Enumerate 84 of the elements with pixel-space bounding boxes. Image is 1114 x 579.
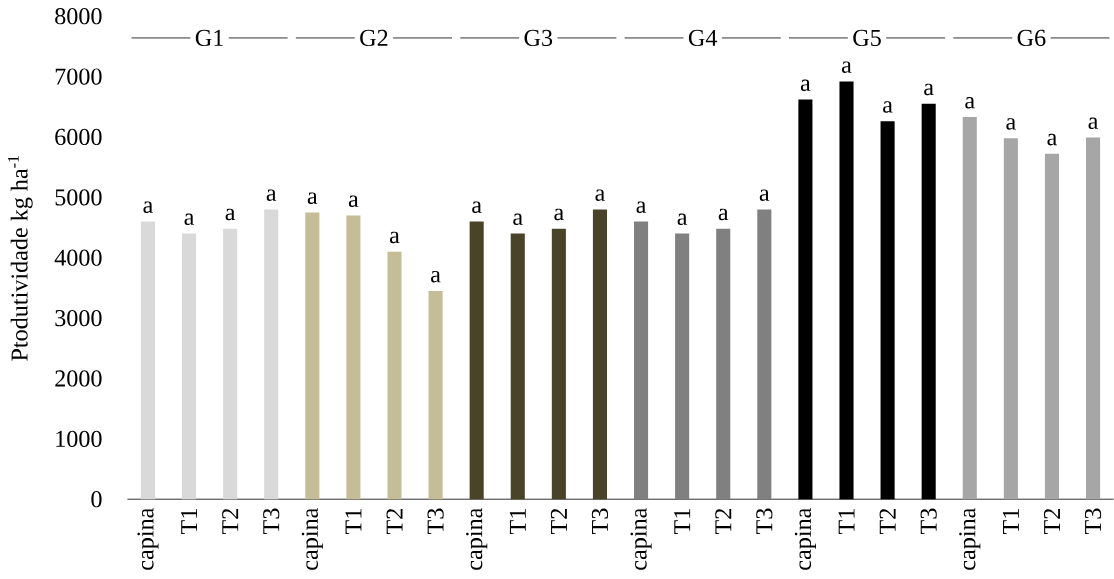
data-label: a <box>389 231 400 244</box>
data-label: a <box>143 201 153 214</box>
bar <box>716 228 731 500</box>
x-tick-label: T3 <box>756 508 773 535</box>
data-label: a <box>595 189 605 202</box>
data-label: a <box>307 192 318 205</box>
data-label: a <box>677 213 688 226</box>
y-tick-label: 5000 <box>55 189 102 206</box>
y-tick-label: 1000 <box>56 430 102 448</box>
x-tick-label: T3 <box>263 508 280 535</box>
bar <box>1003 138 1018 500</box>
x-tick-label: T3 <box>591 508 609 535</box>
data-label: a <box>800 79 811 92</box>
bar <box>962 117 977 500</box>
data-label: a <box>184 213 195 226</box>
bar <box>223 228 238 500</box>
y-tick-label: 7000 <box>55 68 102 85</box>
bar <box>264 209 279 500</box>
data-label: a <box>841 61 852 74</box>
data-label: a <box>883 101 893 113</box>
x-tick-label: capina <box>301 508 323 570</box>
y-tick-label: 6000 <box>55 128 102 146</box>
bar <box>757 209 772 500</box>
data-label: a <box>924 83 934 96</box>
data-label: a <box>225 208 236 221</box>
bar <box>182 233 197 500</box>
x-tick-label: T2 <box>222 509 239 535</box>
x-tick-label: T1 <box>674 509 691 535</box>
x-tick-label: T3 <box>427 508 444 535</box>
x-tick-label: T2 <box>550 509 567 535</box>
bar <box>428 291 443 500</box>
y-tick-label: 0 <box>91 491 102 508</box>
data-label: a <box>472 201 482 214</box>
annotation: G2 <box>360 29 388 47</box>
data-label: a <box>965 97 975 109</box>
x-tick-label: T2 <box>879 509 896 535</box>
data-label: a <box>636 201 647 214</box>
annotation: G5 <box>853 29 881 47</box>
data-label: a <box>513 213 523 226</box>
x-tick-label: T1 <box>181 509 198 535</box>
x-tick-label: capina <box>959 508 981 570</box>
bar <box>675 233 690 500</box>
bar <box>346 215 361 500</box>
y-tick-label: 4000 <box>54 249 102 266</box>
x-tick-label: T2 <box>386 509 403 535</box>
data-label: a <box>1088 117 1099 130</box>
annotation: G3 <box>524 29 553 47</box>
annotation: G6 <box>1017 29 1046 47</box>
x-tick-label: capina <box>630 508 652 570</box>
bar <box>510 233 525 500</box>
x-tick-label: capina <box>137 508 159 570</box>
data-label: a <box>1006 118 1016 130</box>
data-label: a <box>554 208 564 221</box>
data-label: a <box>1047 133 1057 146</box>
x-tick-label: T1 <box>509 509 526 535</box>
annotation: G4 <box>688 29 718 47</box>
bar <box>469 221 484 500</box>
x-tick-label: T2 <box>1043 509 1060 535</box>
bar <box>1044 153 1059 500</box>
x-tick-label: T1 <box>838 509 855 535</box>
y-tick-label: 3000 <box>55 310 102 327</box>
annotation: G1 <box>195 29 223 47</box>
bar <box>387 251 402 500</box>
data-label: a <box>431 271 441 283</box>
bar <box>305 212 320 500</box>
data-label: a <box>718 208 729 221</box>
bar <box>551 228 566 500</box>
x-tick-label: capina <box>794 508 816 570</box>
y-tick-label: 8000 <box>55 8 102 25</box>
x-tick-label: capina <box>466 508 488 570</box>
x-tick-label: T2 <box>715 509 732 535</box>
y-tick-label: 2000 <box>55 370 102 387</box>
bar <box>140 221 155 500</box>
x-tick-label: T3 <box>920 508 937 535</box>
bar <box>1086 137 1101 500</box>
x-tick-label: T3 <box>1084 508 1102 535</box>
bar <box>634 221 649 500</box>
data-label: a <box>266 189 277 202</box>
x-tick-label: T1 <box>345 509 362 535</box>
y-axis-title: Ptodutividade kg ha$^{-1}$ <box>8 156 33 361</box>
data-label: a <box>759 189 770 202</box>
x-tick-label: T1 <box>1002 509 1019 535</box>
data-label: a <box>348 195 359 208</box>
bar <box>592 209 607 500</box>
